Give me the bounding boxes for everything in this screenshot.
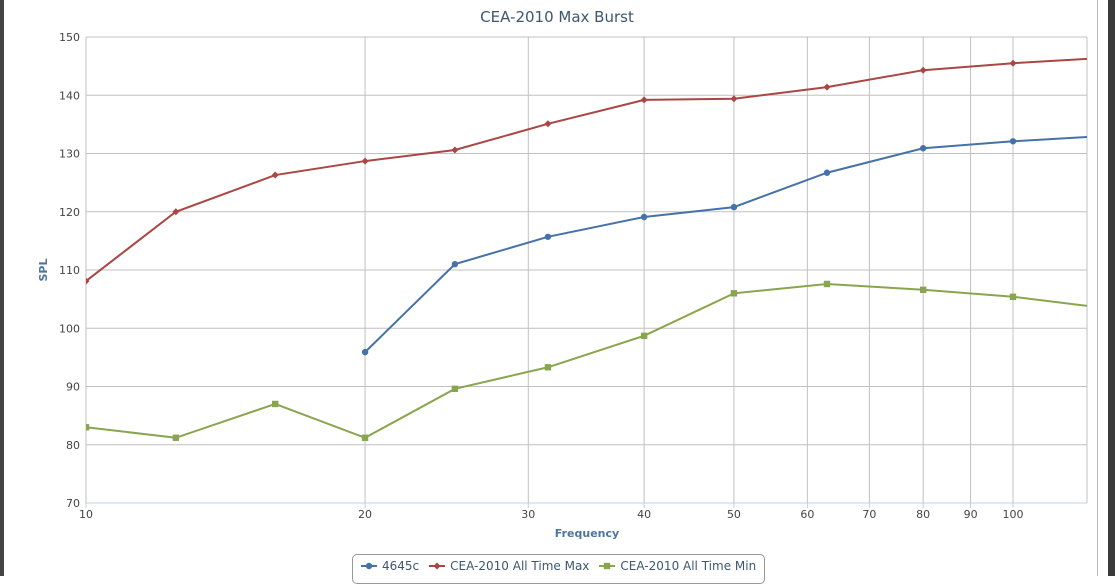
x-tick-label: 20 — [358, 508, 372, 521]
data-point — [451, 385, 459, 393]
series-4645c — [361, 135, 1087, 356]
x-tick-label: 60 — [800, 508, 814, 521]
x-tick-label: 90 — [964, 508, 978, 521]
scrollbar[interactable] — [1108, 0, 1115, 576]
y-tick-label: 90 — [66, 381, 80, 394]
data-point — [919, 286, 927, 294]
data-point — [1009, 138, 1017, 145]
legend-label: CEA-2010 All Time Max — [450, 559, 590, 573]
y-tick-label: 80 — [66, 439, 80, 452]
y-tick-label: 150 — [59, 31, 80, 44]
data-point — [640, 213, 648, 221]
container-border — [1097, 0, 1098, 576]
data-point — [1009, 59, 1017, 67]
x-axis-label: Frequency — [555, 527, 619, 540]
x-tick-label: 30 — [521, 508, 535, 521]
data-point — [730, 203, 738, 211]
data-point — [823, 169, 831, 176]
series-cea-2010-all-time-min-line — [86, 282, 1087, 439]
chart: CEA-2010 Max Burst 70 80 90 100 110 120 130 140… — [37, 8, 1088, 540]
data-point — [544, 364, 552, 371]
y-axis-label: SPL — [37, 259, 50, 282]
legend-marker — [365, 562, 373, 570]
data-point — [919, 145, 927, 152]
data-point — [640, 332, 648, 340]
series-cea-2010-all-time-min — [86, 280, 1087, 441]
data-point — [823, 83, 831, 91]
y-tick-label: 120 — [59, 206, 80, 219]
legend: 4645c CEA-2010 All Time Max CEA-2010 All T… — [352, 554, 766, 584]
data-point — [1009, 293, 1017, 300]
legend-symbol-icon — [361, 562, 377, 570]
legend-label: 4645c — [382, 559, 420, 573]
legend-item[interactable]: CEA-2010 All Time Min — [599, 559, 756, 573]
data-point — [172, 208, 180, 216]
legend-item[interactable]: CEA-2010 All Time Max — [429, 559, 589, 573]
y-tick-label: 70 — [66, 497, 80, 510]
legend-symbol-icon — [429, 562, 446, 570]
data-point — [919, 66, 927, 74]
x-tick-label: 40 — [637, 508, 651, 521]
x-tick-label: 10 — [79, 508, 93, 521]
x-tick-label: 80 — [916, 508, 930, 521]
data-point — [271, 171, 279, 179]
x-tick-label: 50 — [727, 508, 741, 521]
data-point — [544, 120, 552, 128]
data-point — [272, 400, 279, 408]
data-point — [544, 233, 552, 240]
data-point — [451, 146, 459, 154]
data-point — [361, 157, 369, 165]
legend-marker — [604, 562, 611, 570]
x-tick-label: 70 — [862, 508, 876, 521]
x-tick-label: 100 — [1003, 508, 1024, 521]
series-cea-2010-all-time-max-line — [86, 57, 1087, 282]
y-tick-label: 130 — [59, 148, 80, 161]
y-tick-label: 110 — [59, 264, 80, 277]
data-point — [361, 434, 369, 441]
data-point — [640, 96, 648, 104]
y-tick-label: 100 — [59, 322, 80, 335]
data-point — [86, 424, 90, 431]
data-point — [451, 260, 459, 268]
legend-marker — [433, 562, 441, 570]
legend-symbol-icon — [599, 562, 616, 570]
data-point — [361, 348, 369, 356]
legend-item[interactable]: 4645c — [361, 559, 419, 573]
series-4645c-line — [364, 135, 1087, 353]
chart-title: CEA-2010 Max Burst — [480, 8, 634, 26]
legend-label: CEA-2010 All Time Min — [620, 559, 757, 573]
data-point — [86, 277, 90, 285]
data-point — [172, 434, 180, 441]
series-cea-2010-all-time-max — [86, 57, 1087, 285]
y-tick-label: 140 — [59, 89, 80, 102]
data-point — [823, 280, 831, 288]
data-point — [730, 290, 738, 297]
window-frame-left — [0, 0, 4, 576]
data-point — [730, 95, 738, 103]
